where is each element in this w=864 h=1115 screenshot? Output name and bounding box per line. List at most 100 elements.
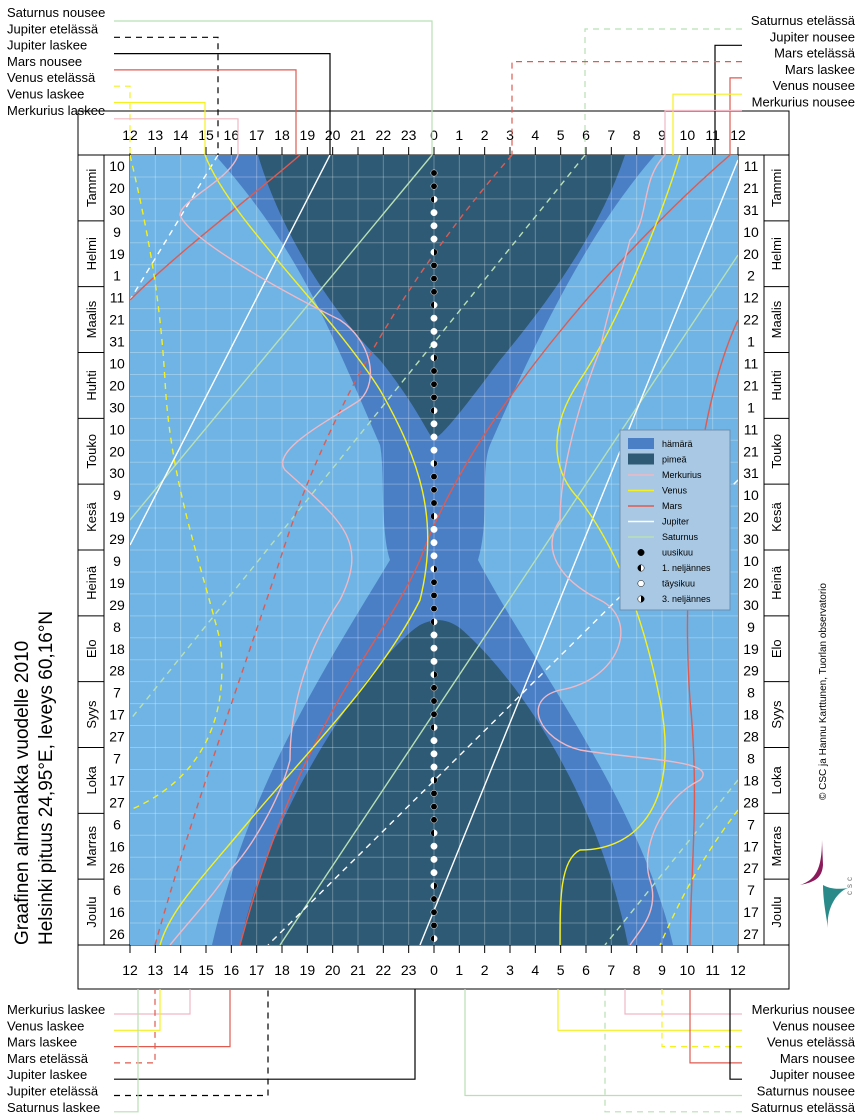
callout-label: Merkurius laskee	[7, 103, 105, 118]
moon-phase-marker	[430, 869, 438, 877]
day-label: 27	[109, 729, 125, 745]
legend-label: 3. neljännes	[662, 594, 711, 604]
hour-label: 15	[198, 962, 214, 978]
moon-phase-marker	[430, 235, 438, 243]
day-label: 12	[743, 290, 759, 306]
month-label: Huhti	[769, 370, 784, 400]
day-label: 20	[743, 575, 759, 591]
callout-label: Merkurius nousee	[752, 1002, 855, 1017]
day-label: 21	[743, 377, 759, 393]
month-label: Kesä	[769, 502, 784, 532]
day-label: 30	[109, 202, 125, 218]
day-label: 1	[113, 268, 121, 284]
moon-half-shade	[434, 777, 438, 784]
jupiter-set-line	[130, 155, 331, 546]
moon-phase-marker	[430, 288, 438, 296]
day-label: 20	[109, 443, 125, 459]
day-label: 19	[109, 575, 125, 591]
callout-leader	[114, 989, 231, 1048]
moon-phase-marker	[430, 182, 438, 190]
moon-phase-marker	[430, 499, 438, 507]
callout-label: Saturnus laskee	[7, 1100, 100, 1115]
day-label: 18	[109, 641, 125, 657]
day-label: 31	[109, 334, 125, 350]
saturnus-set-line	[130, 155, 433, 521]
day-label: 31	[743, 202, 759, 218]
month-label: Touko	[84, 434, 99, 469]
day-label: 9	[113, 553, 121, 569]
moon-phases	[430, 169, 438, 943]
day-label: 10	[109, 355, 125, 371]
moon-phase-marker	[430, 816, 438, 824]
day-label: 2	[747, 268, 755, 284]
month-label: Tammi	[769, 169, 784, 207]
day-label: 22	[743, 312, 759, 328]
hour-label: 7	[607, 127, 615, 143]
planet-curves	[130, 155, 738, 945]
day-label: 20	[109, 377, 125, 393]
legend-moon-shade	[637, 564, 641, 572]
callout-leader	[664, 109, 742, 155]
callout-label: Saturnus nousee	[7, 5, 105, 20]
callout-leader	[729, 77, 742, 155]
moon-phase-marker	[430, 275, 438, 283]
callout-leader	[661, 989, 742, 1048]
moon-half-shade	[430, 724, 434, 731]
month-label: Syys	[84, 700, 99, 729]
callout-leader	[604, 989, 742, 1113]
callout-label: Jupiter nousee	[770, 1067, 855, 1082]
moon-phase-marker	[430, 763, 438, 771]
callout-label: Mars nousee	[7, 54, 82, 69]
day-label: 29	[109, 531, 125, 547]
day-label: 28	[743, 794, 759, 810]
moon-phase-marker	[430, 605, 438, 613]
saturnus-transit-line	[604, 779, 738, 945]
venus-set-line	[159, 155, 429, 945]
merkurius-set-line	[169, 155, 372, 945]
callout-label: Mars etelässä	[7, 1051, 89, 1066]
hour-label: 3	[506, 127, 514, 143]
legend-label: Venus	[662, 486, 688, 496]
mars-rise-line	[130, 155, 301, 301]
day-label: 30	[743, 597, 759, 613]
day-label: 26	[109, 860, 125, 876]
hour-label: 2	[481, 962, 489, 978]
day-label: 17	[109, 707, 125, 723]
callout-label: Venus etelässä	[767, 1035, 856, 1050]
hour-label: 20	[325, 127, 341, 143]
legend-label: Jupiter	[662, 517, 689, 527]
legend-moon-shade	[641, 595, 645, 603]
moon-phase-marker	[430, 578, 438, 586]
legend: hämärä pimeä Merkurius Venus Mars Jupiter Satu…	[619, 429, 731, 611]
month-label: Maalis	[769, 300, 784, 338]
day-label: 30	[109, 399, 125, 415]
legend-label: Mars	[662, 501, 682, 511]
callout-label: Jupiter etelässä	[7, 21, 99, 36]
moon-phase-marker	[430, 644, 438, 652]
callout-label: Jupiter laskee	[7, 38, 87, 53]
callout-label: Venus nousee	[773, 78, 855, 93]
legend-swatch	[628, 438, 654, 449]
hour-label: 22	[376, 962, 392, 978]
hour-label: 12	[122, 962, 138, 978]
day-label: 29	[743, 663, 759, 679]
moon-phase-marker	[430, 261, 438, 269]
legend-label: Merkurius	[662, 470, 702, 480]
callout-leader	[557, 989, 742, 1031]
day-label: 11	[744, 421, 759, 437]
moon-phase-marker	[430, 631, 438, 639]
moon-phase-marker	[430, 921, 438, 929]
callout-leader	[114, 989, 416, 1080]
hour-label: 3	[506, 962, 514, 978]
moon-phase-marker	[430, 591, 438, 599]
day-label: 21	[743, 180, 759, 196]
callout-label: Venus nousee	[773, 1018, 855, 1033]
callout-leader	[714, 44, 742, 155]
moon-phase-marker	[430, 433, 438, 441]
callout-leader	[464, 989, 742, 1097]
callout-label: Venus laskee	[7, 1018, 84, 1033]
callout-leader	[114, 989, 161, 1031]
day-label: 6	[113, 882, 121, 898]
hour-label: 1	[455, 962, 463, 978]
